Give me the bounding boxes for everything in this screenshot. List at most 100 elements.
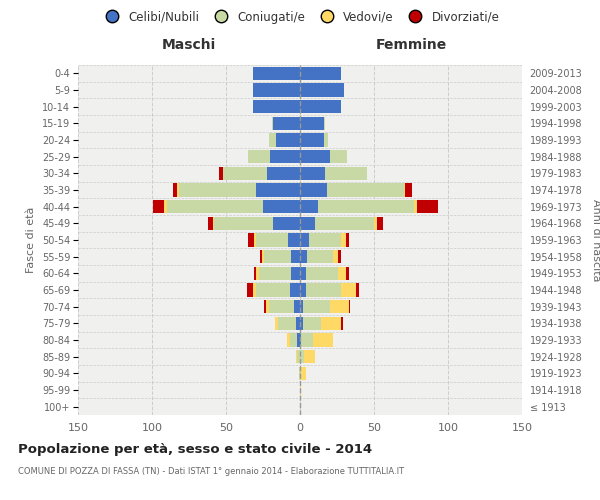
Bar bbox=[253, 284, 256, 296]
Bar bbox=[300, 66, 341, 80]
Bar bbox=[297, 334, 300, 346]
Bar bbox=[338, 250, 341, 264]
Bar bbox=[277, 134, 300, 146]
Bar bbox=[287, 334, 290, 346]
Bar bbox=[269, 300, 294, 314]
Bar bbox=[266, 300, 269, 314]
Bar bbox=[248, 150, 271, 164]
Bar bbox=[313, 334, 332, 346]
Bar bbox=[259, 266, 291, 280]
Bar bbox=[271, 150, 300, 164]
Bar bbox=[301, 334, 313, 346]
Bar bbox=[300, 200, 318, 213]
Y-axis label: Fasce di età: Fasce di età bbox=[26, 207, 37, 273]
Bar bbox=[405, 184, 412, 196]
Bar bbox=[326, 184, 404, 196]
Bar bbox=[300, 316, 303, 330]
Bar bbox=[173, 184, 177, 196]
Bar bbox=[306, 266, 338, 280]
Bar bbox=[329, 300, 349, 314]
Bar bbox=[218, 166, 223, 180]
Bar bbox=[300, 384, 301, 396]
Bar bbox=[300, 334, 301, 346]
Bar bbox=[341, 284, 356, 296]
Bar bbox=[154, 200, 164, 213]
Bar bbox=[300, 216, 315, 230]
Bar bbox=[256, 284, 290, 296]
Bar bbox=[300, 116, 323, 130]
Bar bbox=[256, 184, 300, 196]
Text: Maschi: Maschi bbox=[162, 38, 216, 52]
Bar bbox=[268, 166, 300, 180]
Bar bbox=[356, 284, 359, 296]
Bar bbox=[291, 266, 300, 280]
Bar bbox=[323, 116, 325, 130]
Bar bbox=[253, 84, 300, 96]
Bar bbox=[275, 316, 278, 330]
Bar bbox=[248, 234, 254, 246]
Bar bbox=[290, 284, 300, 296]
Bar bbox=[404, 184, 405, 196]
Bar bbox=[300, 166, 325, 180]
Bar bbox=[300, 350, 304, 364]
Bar bbox=[300, 234, 309, 246]
Bar bbox=[318, 200, 414, 213]
Bar bbox=[269, 134, 277, 146]
Bar bbox=[303, 316, 321, 330]
Text: COMUNE DI POZZA DI FASSA (TN) - Dati ISTAT 1° gennaio 2014 - Elaborazione TUTTIT: COMUNE DI POZZA DI FASSA (TN) - Dati IST… bbox=[18, 468, 404, 476]
Bar bbox=[300, 284, 306, 296]
Bar bbox=[332, 250, 338, 264]
Bar bbox=[414, 200, 417, 213]
Bar bbox=[300, 134, 323, 146]
Bar bbox=[254, 266, 256, 280]
Bar bbox=[212, 216, 214, 230]
Bar bbox=[303, 300, 329, 314]
Bar bbox=[265, 250, 291, 264]
Bar bbox=[253, 66, 300, 80]
Bar bbox=[256, 234, 288, 246]
Bar bbox=[179, 184, 256, 196]
Bar bbox=[299, 366, 300, 380]
Bar bbox=[374, 216, 377, 230]
Bar bbox=[177, 184, 179, 196]
Bar bbox=[291, 250, 300, 264]
Bar bbox=[301, 366, 306, 380]
Bar bbox=[262, 250, 265, 264]
Bar bbox=[214, 216, 274, 230]
Text: Femmine: Femmine bbox=[376, 38, 446, 52]
Bar bbox=[300, 266, 306, 280]
Bar bbox=[338, 266, 346, 280]
Bar bbox=[278, 316, 296, 330]
Bar bbox=[247, 284, 253, 296]
Bar bbox=[377, 216, 383, 230]
Bar bbox=[300, 184, 326, 196]
Bar bbox=[256, 266, 259, 280]
Bar bbox=[300, 250, 307, 264]
Bar bbox=[300, 366, 301, 380]
Bar bbox=[341, 316, 343, 330]
Bar bbox=[288, 234, 300, 246]
Bar bbox=[294, 300, 300, 314]
Bar bbox=[323, 134, 328, 146]
Bar bbox=[253, 100, 300, 114]
Text: Popolazione per età, sesso e stato civile - 2014: Popolazione per età, sesso e stato civil… bbox=[18, 442, 372, 456]
Bar bbox=[417, 200, 437, 213]
Bar bbox=[315, 216, 374, 230]
Bar bbox=[263, 200, 300, 213]
Bar bbox=[296, 316, 300, 330]
Bar bbox=[223, 166, 268, 180]
Bar bbox=[300, 150, 329, 164]
Bar bbox=[309, 234, 341, 246]
Bar bbox=[272, 116, 274, 130]
Bar bbox=[325, 166, 367, 180]
Bar bbox=[329, 150, 347, 164]
Bar bbox=[346, 234, 349, 246]
Bar bbox=[300, 84, 344, 96]
Legend: Celibi/Nubili, Coniugati/e, Vedovi/e, Divorziati/e: Celibi/Nubili, Coniugati/e, Vedovi/e, Di… bbox=[96, 6, 504, 28]
Bar bbox=[296, 350, 297, 364]
Bar bbox=[290, 334, 297, 346]
Bar bbox=[346, 266, 349, 280]
Bar bbox=[300, 100, 341, 114]
Y-axis label: Anni di nascita: Anni di nascita bbox=[591, 198, 600, 281]
Bar bbox=[164, 200, 167, 213]
